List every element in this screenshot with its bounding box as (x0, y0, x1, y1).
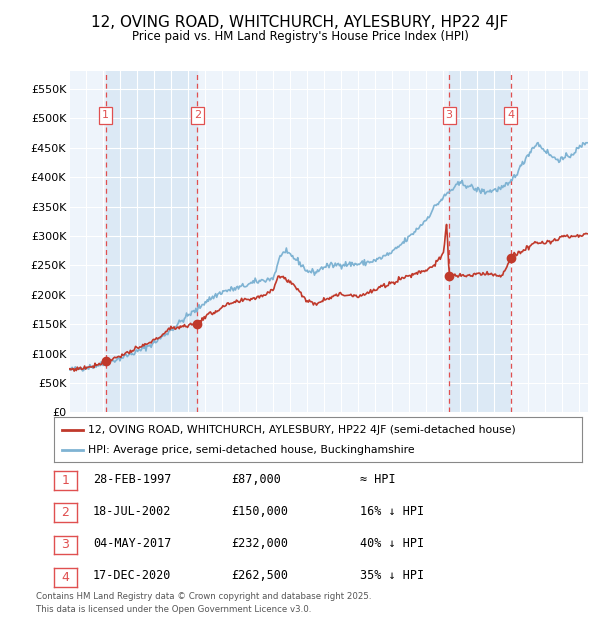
Text: 12, OVING ROAD, WHITCHURCH, AYLESBURY, HP22 4JF (semi-detached house): 12, OVING ROAD, WHITCHURCH, AYLESBURY, H… (88, 425, 516, 435)
Bar (449, 71, 511, 412)
Text: HPI: Average price, semi-detached house, Buckinghamshire: HPI: Average price, semi-detached house,… (88, 445, 415, 455)
Text: 1: 1 (61, 474, 70, 487)
Bar (106, 71, 197, 412)
Text: 1: 1 (102, 110, 109, 120)
Text: 3: 3 (61, 539, 70, 551)
Text: £232,000: £232,000 (231, 538, 288, 550)
Text: This data is licensed under the Open Government Licence v3.0.: This data is licensed under the Open Gov… (36, 604, 311, 614)
Text: ≈ HPI: ≈ HPI (360, 473, 395, 485)
Text: 12, OVING ROAD, WHITCHURCH, AYLESBURY, HP22 4JF: 12, OVING ROAD, WHITCHURCH, AYLESBURY, H… (91, 16, 509, 30)
Text: £262,500: £262,500 (231, 570, 288, 582)
Text: 28-FEB-1997: 28-FEB-1997 (93, 473, 172, 485)
Text: 16% ↓ HPI: 16% ↓ HPI (360, 505, 424, 518)
Text: 3: 3 (446, 110, 452, 120)
Text: £150,000: £150,000 (231, 505, 288, 518)
Text: 2: 2 (61, 507, 70, 519)
Text: 2: 2 (194, 110, 201, 120)
Text: £87,000: £87,000 (231, 473, 281, 485)
Text: 4: 4 (61, 571, 70, 583)
Text: 18-JUL-2002: 18-JUL-2002 (93, 505, 172, 518)
Text: 35% ↓ HPI: 35% ↓ HPI (360, 570, 424, 582)
Text: 04-MAY-2017: 04-MAY-2017 (93, 538, 172, 550)
Text: 40% ↓ HPI: 40% ↓ HPI (360, 538, 424, 550)
Text: Price paid vs. HM Land Registry's House Price Index (HPI): Price paid vs. HM Land Registry's House … (131, 30, 469, 43)
Text: 4: 4 (507, 110, 514, 120)
Text: 17-DEC-2020: 17-DEC-2020 (93, 570, 172, 582)
Text: Contains HM Land Registry data © Crown copyright and database right 2025.: Contains HM Land Registry data © Crown c… (36, 592, 371, 601)
